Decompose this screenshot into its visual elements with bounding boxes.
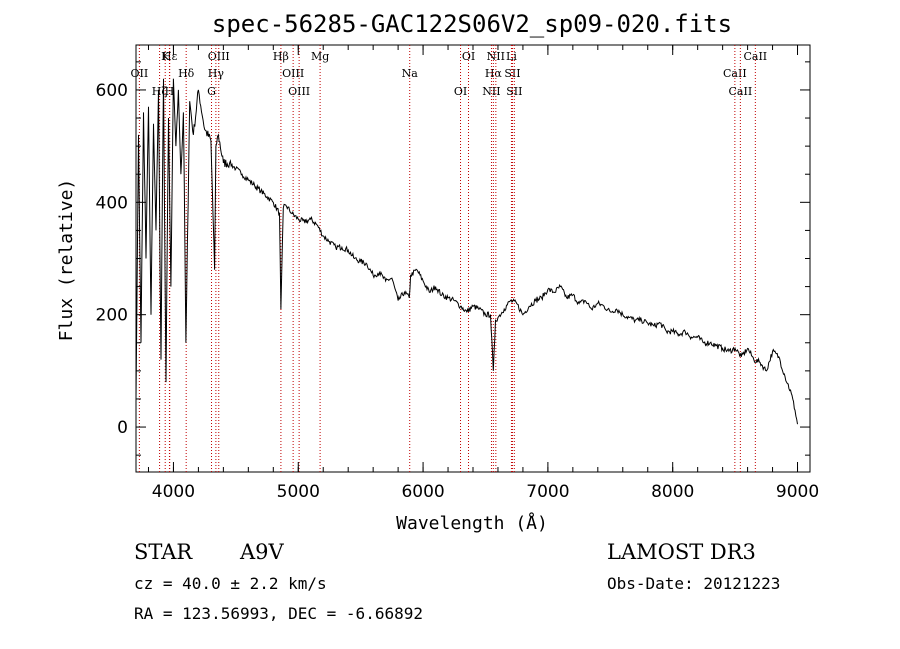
line-label: Li [506, 50, 517, 63]
line-label: OIII [208, 50, 230, 63]
line-label: Hβ [273, 50, 289, 63]
line-label: H [165, 85, 175, 98]
x-tick-label: 4000 [152, 482, 195, 502]
line-label: NII [487, 50, 505, 63]
y-tick-label: 0 [117, 418, 128, 438]
y-tick-label: 600 [96, 81, 128, 101]
line-label: OIII [282, 67, 304, 80]
x-tick-label: 9000 [776, 482, 819, 502]
spectrum-line [135, 78, 798, 425]
object-type: STAR [134, 540, 193, 564]
survey-name: LAMOST DR3 [607, 540, 756, 564]
line-label: NII [482, 85, 500, 98]
redshift-cz: cz = 40.0 ± 2.2 km/s [134, 574, 327, 593]
x-axis-label: Wavelength (Å) [396, 512, 548, 534]
line-label: Hα [485, 67, 503, 80]
line-label: CaII [723, 67, 747, 80]
x-tick-label: 7000 [526, 482, 569, 502]
line-label: Na [402, 67, 419, 80]
line-label: SII [504, 67, 520, 80]
line-label: Mg [311, 50, 329, 63]
chart-title: spec-56285-GAC122S06V2_sp09-020.fits [212, 10, 732, 38]
coordinates: RA = 123.56993, DEC = -6.66892 [134, 604, 423, 623]
y-tick-label: 200 [96, 306, 128, 326]
line-label: OII [131, 67, 149, 80]
line-label: Hδ [178, 67, 195, 80]
x-tick-label: 6000 [401, 482, 444, 502]
line-label: G [207, 85, 216, 98]
y-tick-label: 400 [96, 193, 128, 213]
line-label: Hγ [208, 67, 225, 80]
x-tick-label: 5000 [277, 482, 320, 502]
obs-date: Obs-Date: 20121223 [607, 574, 781, 593]
line-label: OI [462, 50, 475, 63]
line-label: SII [506, 85, 522, 98]
y-axis-label: Flux (relative) [56, 179, 77, 342]
x-tick-label: 8000 [651, 482, 694, 502]
line-label: K [161, 50, 170, 63]
line-label: OIII [288, 85, 310, 98]
subclass: A9V [240, 540, 284, 564]
line-label: OI [454, 85, 467, 98]
plot-frame [135, 44, 811, 473]
line-label: CaII [743, 50, 767, 63]
line-label: CaII [729, 85, 753, 98]
